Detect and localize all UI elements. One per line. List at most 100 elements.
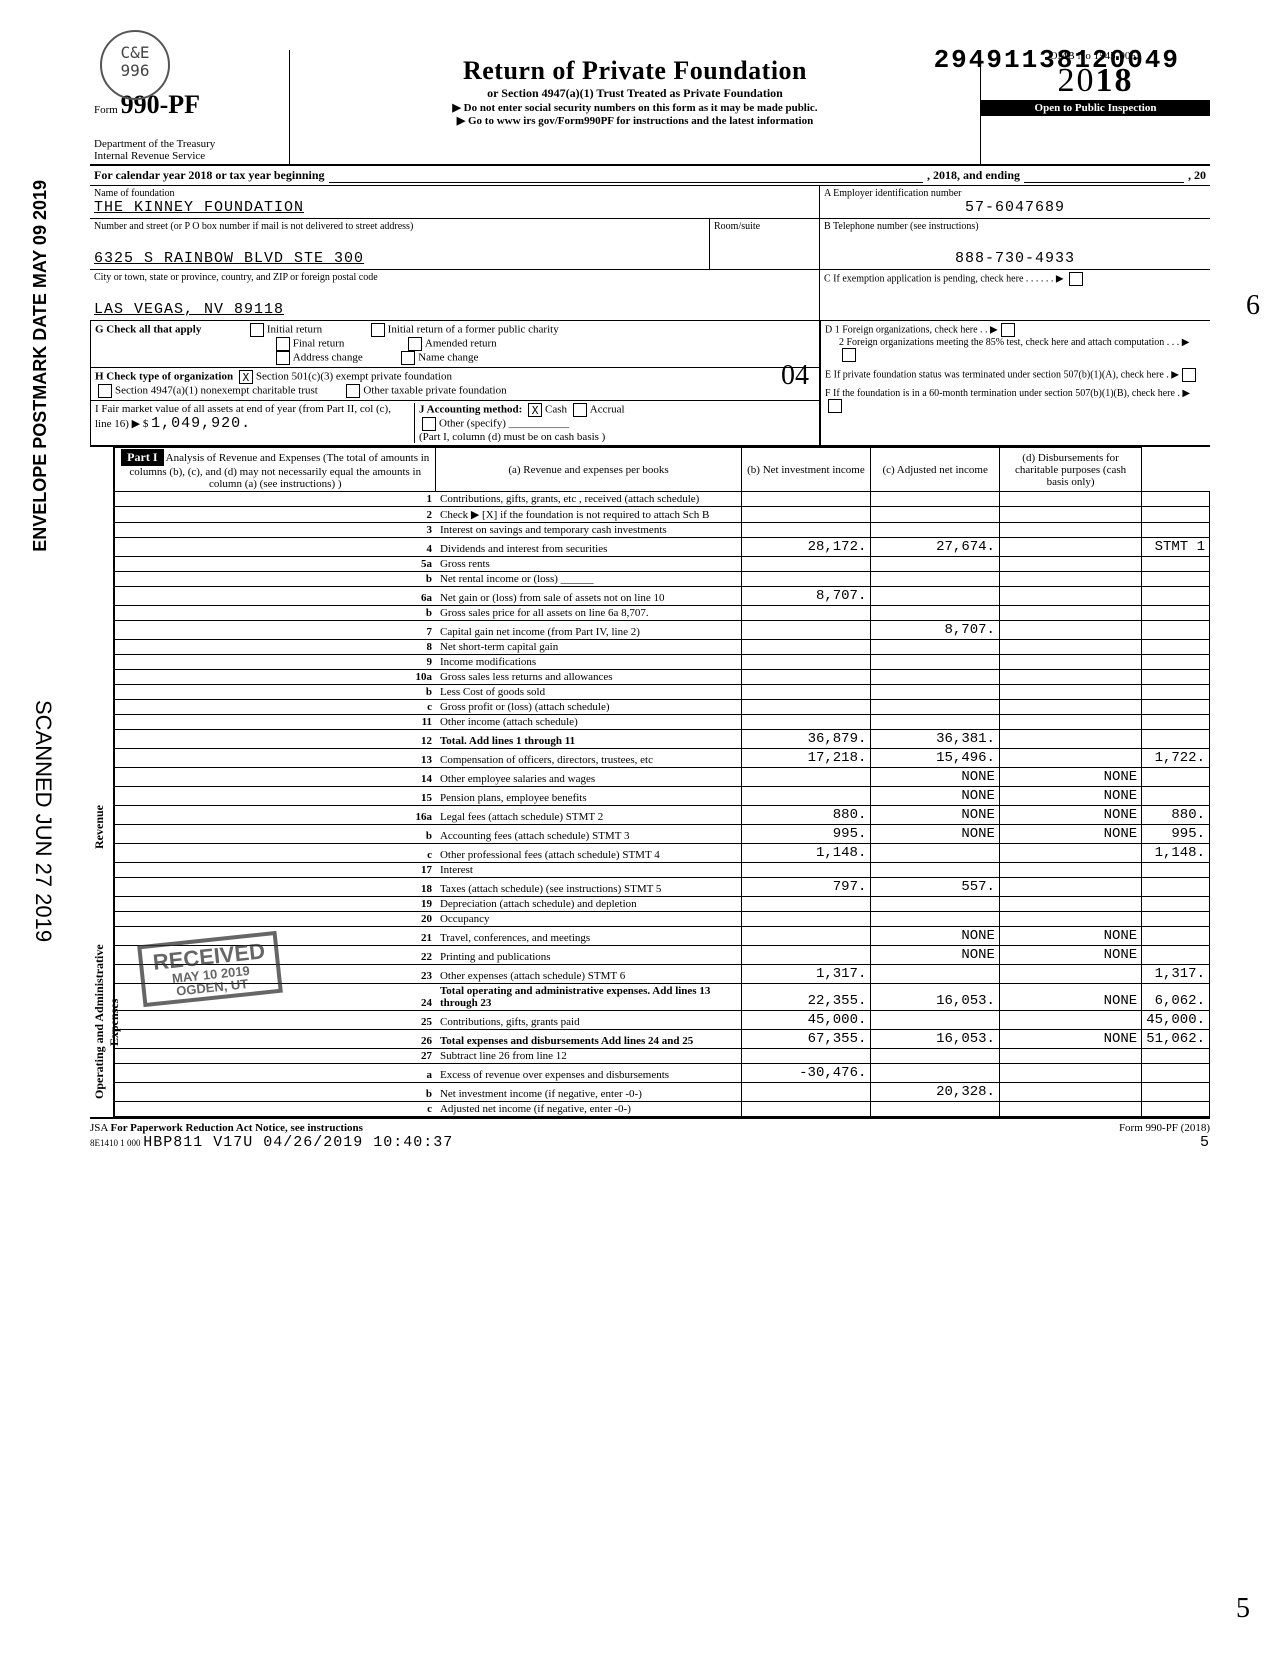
line-number: 8 [115,640,436,655]
cell-e [1142,1064,1210,1083]
g-former-checkbox[interactable] [371,323,385,337]
cell-e: 880. [1142,806,1210,825]
cell-e [1142,685,1210,700]
line-number: 4 [115,538,436,557]
part1-badge: Part I [121,449,163,466]
cell-e [1142,768,1210,787]
cell-b: NONE [871,787,1000,806]
j-accrual: Accrual [590,404,625,416]
box-ij: I Fair market value of all assets at end… [90,401,820,447]
line-description: Adjusted net income (if negative, enter … [436,1102,741,1117]
city-label: City or town, state or province, country… [94,272,815,283]
g-initial-checkbox[interactable] [250,323,264,337]
j-label: J Accounting method: [419,404,522,416]
city-value: LAS VEGAS, NV 89118 [94,301,815,318]
cell-c: NONE [999,1030,1141,1049]
id-row-3: City or town, state or province, country… [90,270,1210,321]
line-description: Legal fees (attach schedule) STMT 2 [436,806,741,825]
cell-c [999,655,1141,670]
cell-a [741,1049,871,1064]
cell-e [1142,863,1210,878]
cell-b: NONE [871,768,1000,787]
box-def: D 1 Foreign organizations, check here . … [820,321,1210,447]
d1-checkbox[interactable] [1001,323,1015,337]
cell-c: NONE [999,806,1141,825]
cell-b [871,863,1000,878]
cell-a: 45,000. [741,1011,871,1030]
e-checkbox[interactable] [1182,368,1196,382]
cell-b [871,557,1000,572]
cell-c [999,897,1141,912]
j-cash-checkbox[interactable]: X [528,403,542,417]
cell-a [741,1102,871,1117]
col-b-header: (b) Net investment income [741,448,871,492]
g-namechg-checkbox[interactable] [401,351,415,365]
j-accrual-checkbox[interactable] [573,403,587,417]
j-other-checkbox[interactable] [422,417,436,431]
cell-e [1142,670,1210,685]
revenue-label: Revenue [90,727,113,927]
cell-e [1142,700,1210,715]
cell-c: NONE [999,927,1141,946]
line-number: 5a [115,557,436,572]
c-checkbox[interactable] [1069,272,1083,286]
cell-c [999,492,1141,507]
cell-e [1142,492,1210,507]
footer-stamp: HBP811 V17U 04/26/2019 10:40:37 [143,1134,453,1151]
line-description: Other income (attach schedule) [436,715,741,730]
cell-b [871,587,1000,606]
cell-b [871,1049,1000,1064]
line-number: 16a [115,806,436,825]
h-501c3-checkbox[interactable]: X [239,370,253,384]
cell-b: 20,328. [871,1083,1000,1102]
line-number: 3 [115,523,436,538]
cell-a: 1,317. [741,965,871,984]
g-address-checkbox[interactable] [276,351,290,365]
cell-c [999,715,1141,730]
line-description: Contributions, gifts, grants, etc , rece… [436,492,741,507]
cell-e [1142,715,1210,730]
cell-a [741,912,871,927]
cell-e: 995. [1142,825,1210,844]
f-checkbox[interactable] [828,399,842,413]
cell-e [1142,946,1210,965]
pra-notice: For Paperwork Reduction Act Notice, see … [111,1122,363,1134]
cell-b [871,492,1000,507]
id-row-2: Number and street (or P O box number if … [90,219,1210,270]
cell-c [999,1064,1141,1083]
cell-a [741,523,871,538]
footer-code: 8E1410 1 000 [90,1138,141,1148]
ein-label: A Employer identification number [824,188,1206,199]
jsa: JSA [90,1122,108,1134]
cell-c [999,640,1141,655]
cell-a: 22,355. [741,984,871,1011]
cell-c [999,965,1141,984]
g-amended-checkbox[interactable] [408,337,422,351]
cell-b [871,685,1000,700]
line-description: Occupancy [436,912,741,927]
cell-a [741,507,871,523]
cell-b: NONE [871,946,1000,965]
line-description: Interest [436,863,741,878]
cell-a [741,715,871,730]
cell-e [1142,572,1210,587]
line-description: Taxes (attach schedule) (see instruction… [436,878,741,897]
name-label: Name of foundation [94,188,815,199]
g-final-checkbox[interactable] [276,337,290,351]
h-4947-checkbox[interactable] [98,384,112,398]
cell-a [741,670,871,685]
h-other-checkbox[interactable] [346,384,360,398]
line-description: Net investment income (if negative, ente… [436,1083,741,1102]
line-description: Interest on savings and temporary cash i… [436,523,741,538]
cell-e [1142,730,1210,749]
h-handwritten: 04 [781,360,809,392]
cell-b [871,1011,1000,1030]
page-footer: JSA For Paperwork Reduction Act Notice, … [90,1119,1210,1151]
d2-checkbox[interactable] [842,348,856,362]
line-number: 7 [115,621,436,640]
cell-a: 797. [741,878,871,897]
line-description: Accounting fees (attach schedule) STMT 3 [436,825,741,844]
cell-b [871,655,1000,670]
cell-e: STMT 1 [1142,538,1210,557]
i-value: 1,049,920. [151,415,251,432]
